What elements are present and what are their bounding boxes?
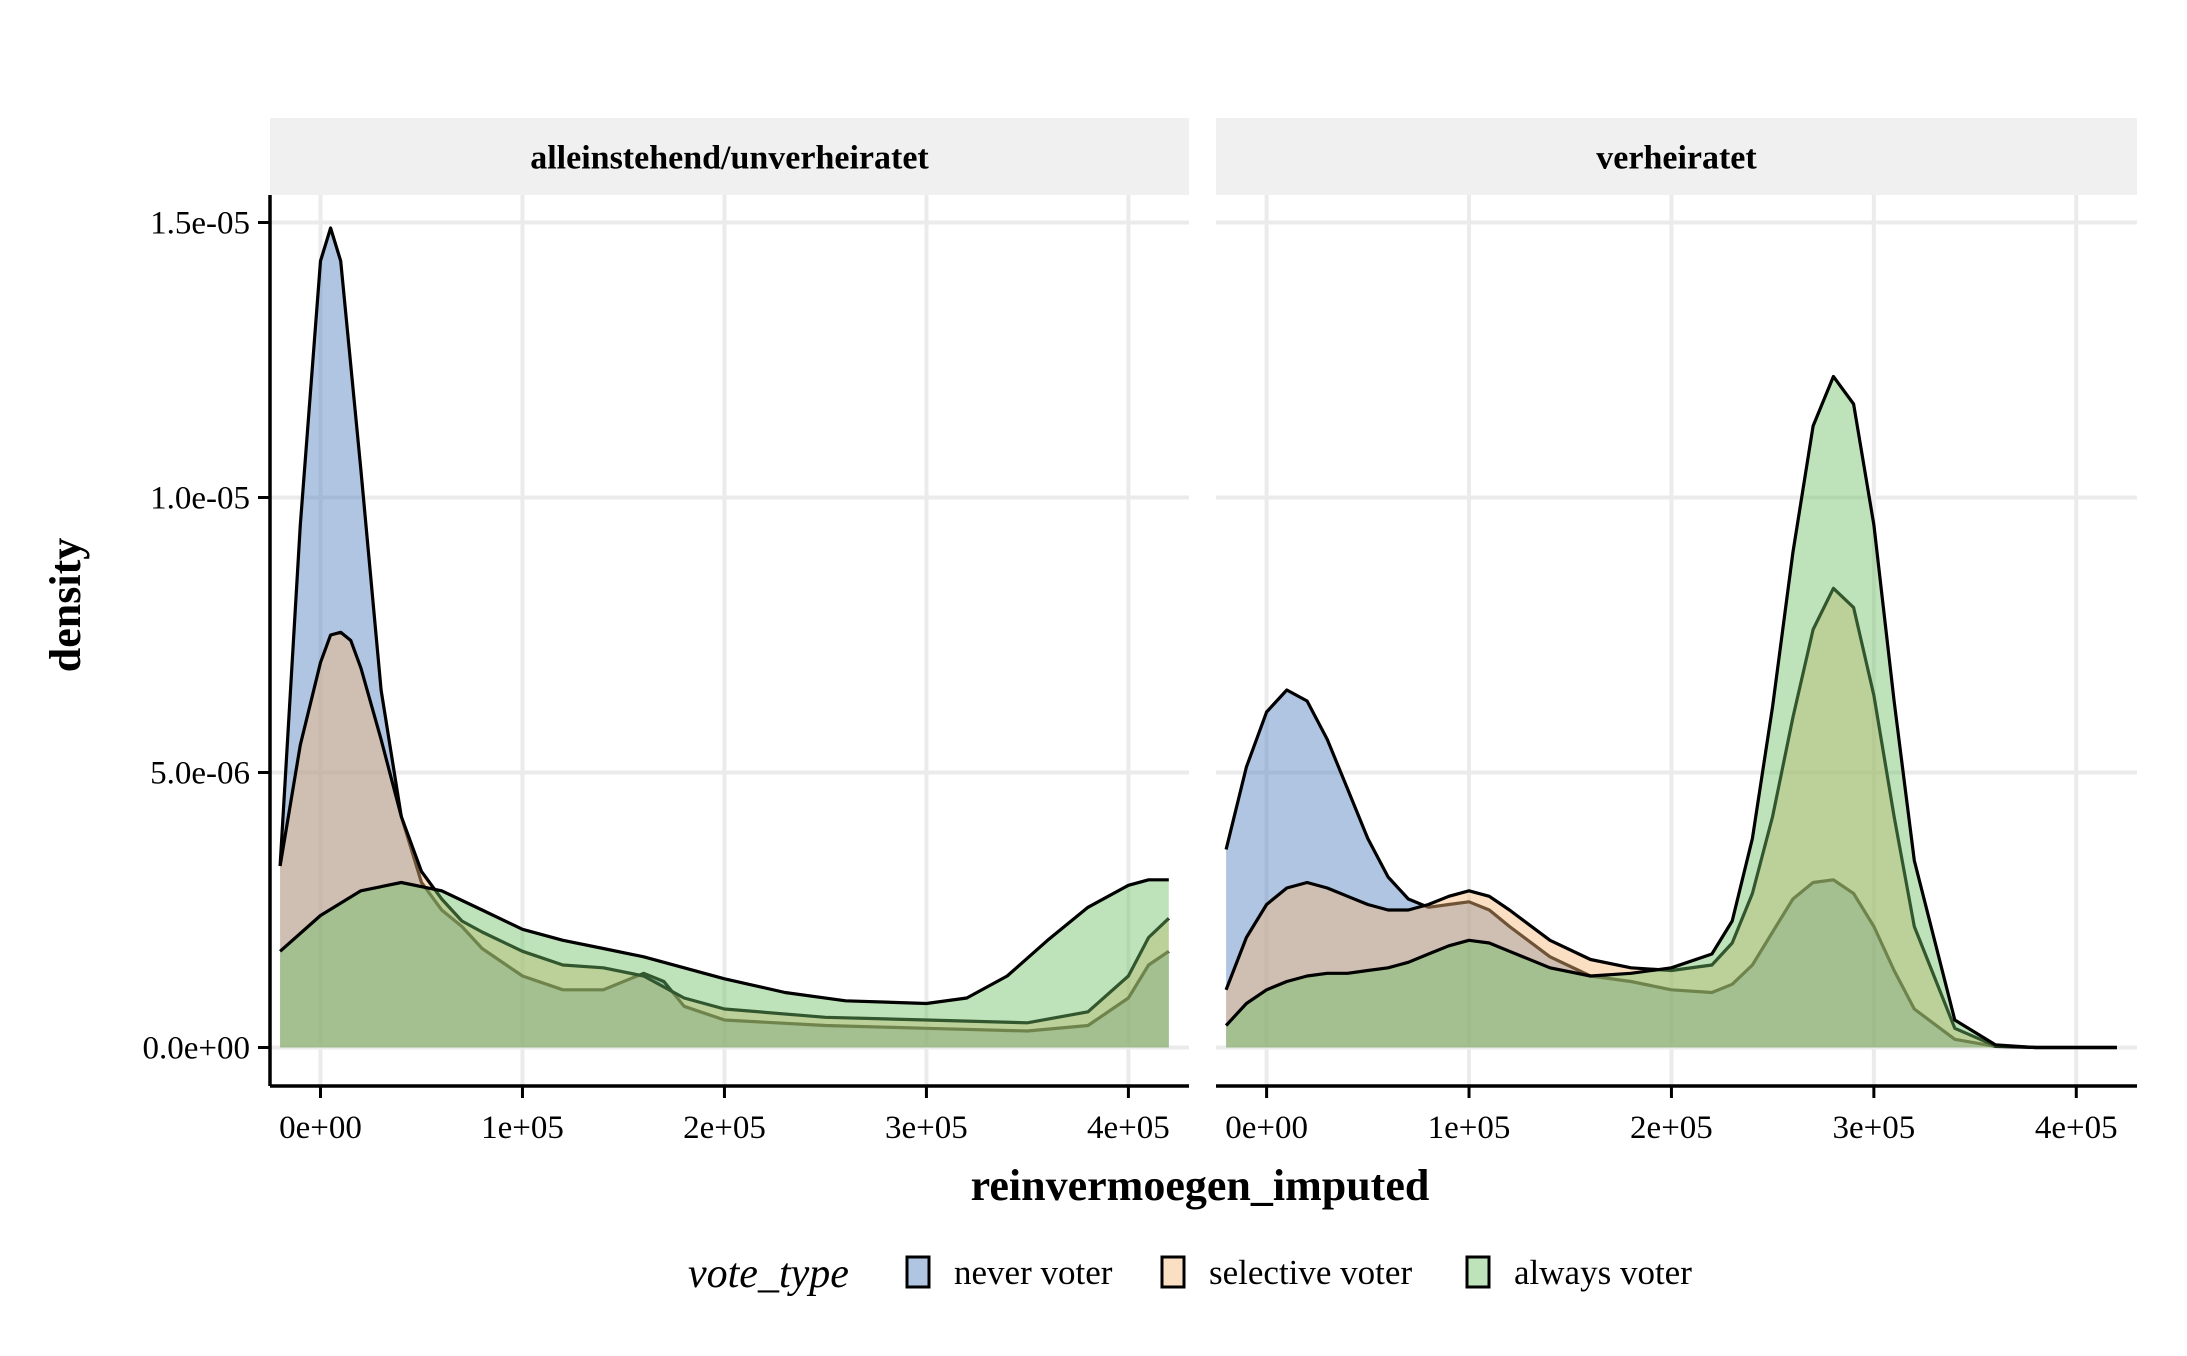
panels-layer: alleinstehend/unverheiratet 0e+00 1e+05 2e+…: [142, 118, 2137, 1146]
legend-label: selective voter: [1209, 1253, 1412, 1292]
legend-item-always-voter: always voter: [1465, 1253, 1692, 1292]
legend-swatch: [1465, 1255, 1491, 1289]
density-line-never-voter: [1224, 688, 2117, 1050]
density-area-selective-voter: [280, 632, 1169, 1048]
strip-background: [1216, 118, 2137, 195]
y-tick-label: 0.0e+00: [142, 1031, 250, 1067]
legend-key-bg: [1467, 1257, 1489, 1287]
x-tick-label: 4e+05: [2035, 1110, 2118, 1146]
density-line-selective-voter: [278, 630, 1170, 1025]
x-tick-label: 1e+05: [481, 1110, 564, 1146]
density-area-always-voter: [1226, 376, 2117, 1048]
legend: vote_type never voter selective voter alwa…: [688, 1251, 1692, 1297]
legend-key-bg: [1162, 1257, 1184, 1287]
density-line-selective-voter: [1224, 586, 2117, 1050]
density-line-always-voter: [279, 878, 1169, 1006]
x-tick-label: 0e+00: [1225, 1110, 1308, 1146]
x-tick-label: 3e+05: [1832, 1110, 1915, 1146]
strip-label: verheiratet: [1596, 140, 1757, 177]
x-tick-label: 3e+05: [885, 1110, 968, 1146]
panel-alleinstehend-unverheiratet: alleinstehend/unverheiratet 0e+00 1e+05 2e+…: [142, 118, 1189, 1146]
density-area-never-voter: [1226, 690, 2117, 1048]
strip-label: alleinstehend/unverheiratet: [530, 140, 929, 177]
y-axis-title: density: [41, 538, 90, 672]
density-area-never-voter: [280, 228, 1169, 1048]
panel-verheiratet: verheiratet 0e+00 1e+05 2e+05 3e+05 4e+05: [1216, 118, 2137, 1146]
y-tick-label: 5.0e-06: [150, 756, 250, 792]
strip-background: [270, 118, 1189, 195]
density-line-never-voter: [278, 226, 1170, 1033]
x-tick-label: 0e+00: [279, 1110, 362, 1146]
y-tick-label: 1.5e-05: [150, 206, 250, 242]
x-axis-title: reinvermoegen_imputed: [971, 1161, 1430, 1210]
legend-item-selective-voter: selective voter: [1160, 1253, 1412, 1292]
x-tick-label: 2e+05: [683, 1110, 766, 1146]
legend-item-never-voter: never voter: [905, 1253, 1113, 1292]
legend-swatch: [905, 1255, 931, 1289]
y-tick-label: 1.0e-05: [150, 481, 250, 517]
density-area-always-voter: [280, 879, 1169, 1048]
x-tick-label: 2e+05: [1630, 1110, 1713, 1146]
legend-label: never voter: [954, 1253, 1113, 1292]
legend-title: vote_type: [688, 1251, 849, 1297]
legend-label: always voter: [1514, 1253, 1692, 1292]
density-area-selective-voter: [1226, 588, 2117, 1048]
x-tick-label: 1e+05: [1428, 1110, 1511, 1146]
x-tick-label: 4e+05: [1087, 1110, 1170, 1146]
legend-key-bg: [907, 1257, 929, 1287]
legend-swatch: [1160, 1255, 1186, 1289]
density-line-always-voter: [1224, 374, 2117, 1050]
